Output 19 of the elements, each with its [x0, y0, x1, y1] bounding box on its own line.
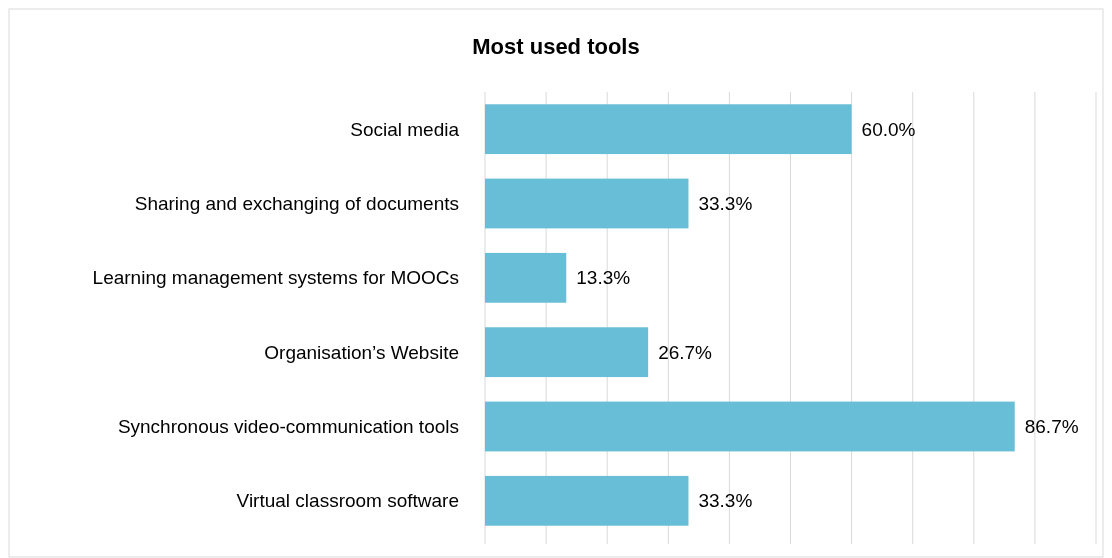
bar: [485, 104, 852, 155]
bar: [485, 475, 689, 526]
data-label: 13.3%: [576, 267, 631, 289]
data-label: 60.0%: [861, 118, 916, 140]
bar: [485, 252, 567, 303]
y-tick-label: Learning management systems for MOOCs: [92, 267, 459, 289]
y-tick-label: Virtual classroom software: [236, 490, 459, 512]
bar: [485, 178, 689, 229]
y-tick-label: Synchronous video-communication tools: [117, 416, 459, 438]
data-label: 33.3%: [698, 490, 753, 512]
y-tick-label: Organisation’s Website: [264, 341, 459, 363]
chart-title: Most used tools: [472, 34, 640, 59]
bar: [485, 327, 649, 378]
data-label: 26.7%: [658, 341, 713, 363]
y-tick-label: Sharing and exchanging of documents: [134, 193, 459, 215]
data-label: 86.7%: [1024, 416, 1079, 438]
y-tick-label: Social media: [350, 118, 460, 140]
bar: [485, 401, 1015, 452]
data-label: 33.3%: [698, 193, 753, 215]
